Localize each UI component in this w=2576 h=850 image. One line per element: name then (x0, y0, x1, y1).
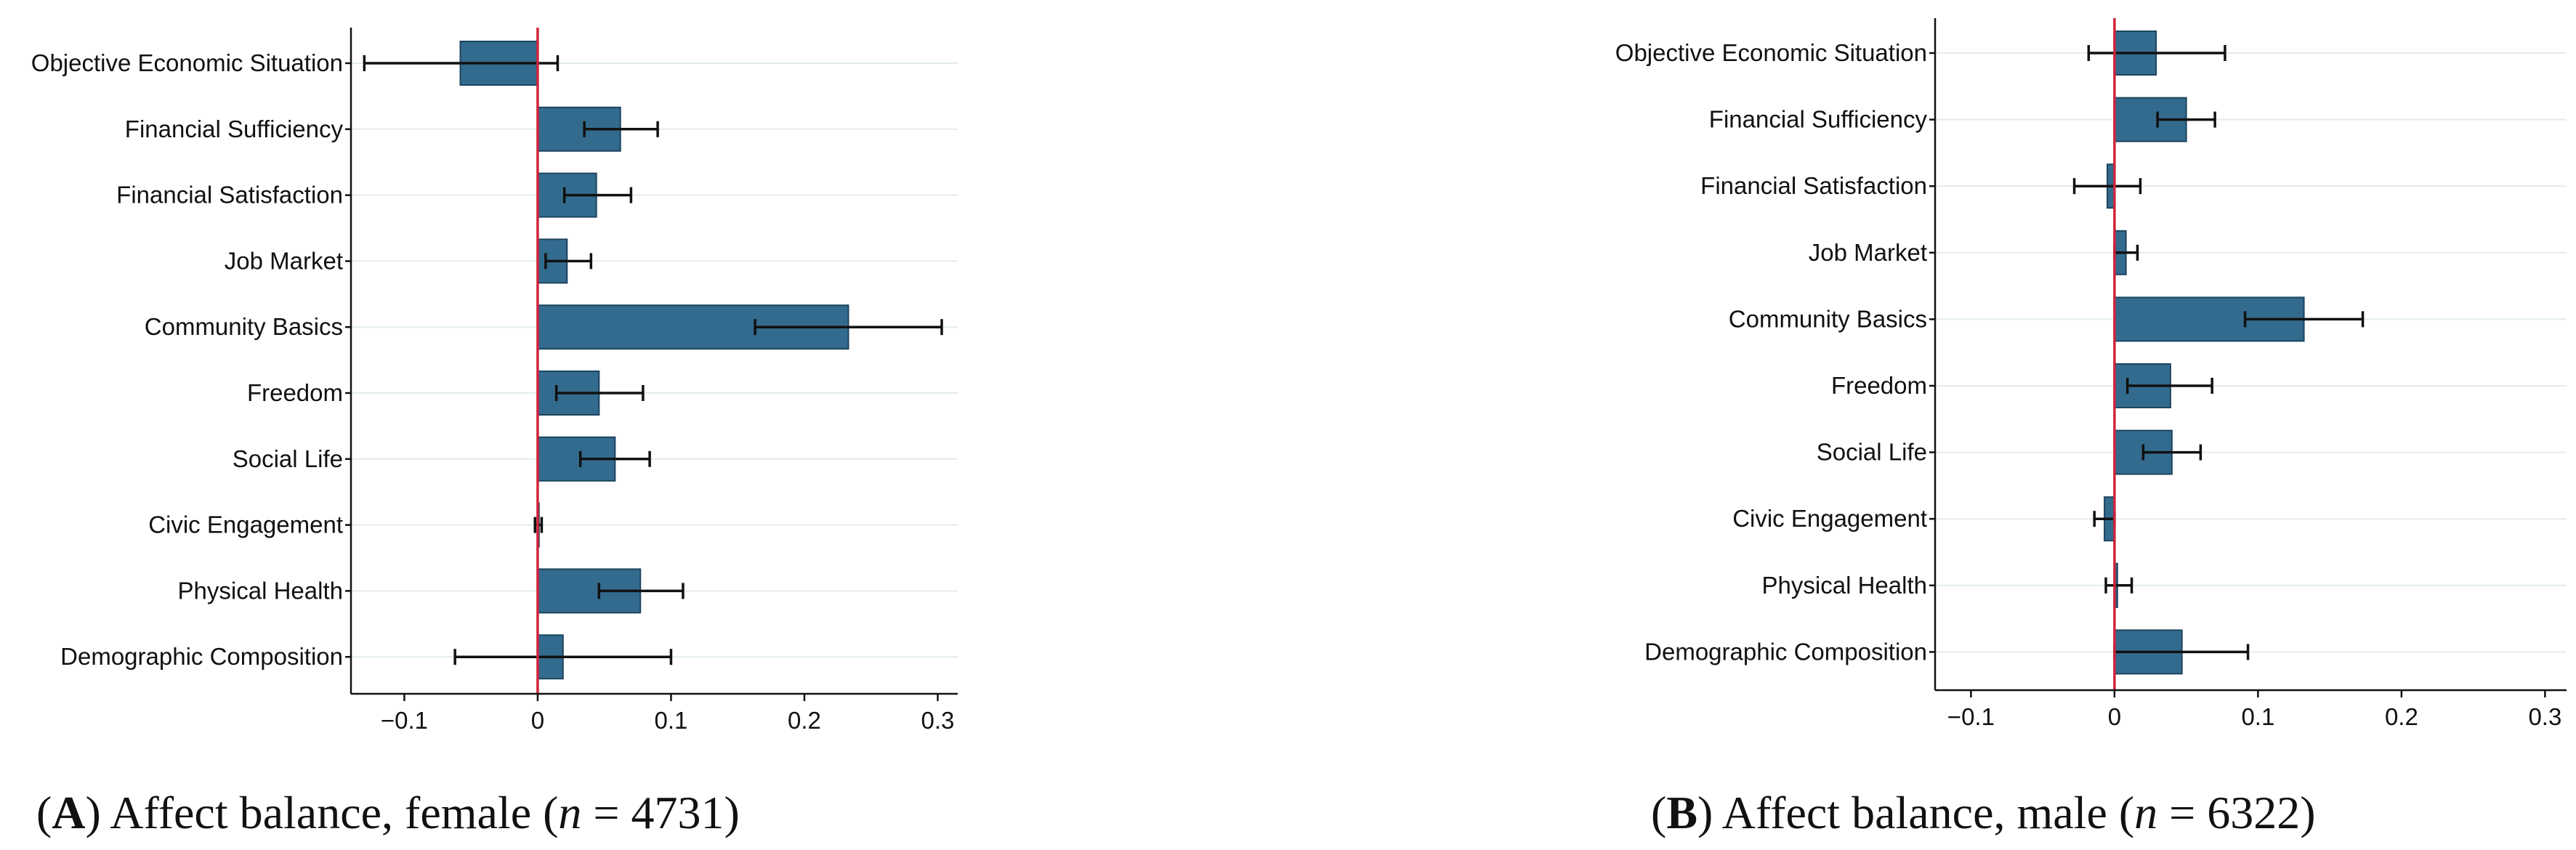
category-label: Financial Satisfaction (1700, 172, 1927, 199)
category-label: Social Life (233, 445, 343, 472)
category-label: Demographic Composition (60, 643, 343, 670)
x-tick-label: 0.1 (655, 707, 688, 734)
caption-b: (B) Affect balance, male (n = 6322) (1651, 787, 2316, 838)
category-label: Freedom (247, 379, 343, 406)
x-tick-label: 0.2 (788, 707, 821, 734)
category-label: Objective Economic Situation (31, 49, 343, 76)
x-tick-label: 0.3 (921, 707, 955, 734)
category-label: Demographic Composition (1644, 638, 1927, 665)
x-tick-label: 0.1 (2241, 703, 2274, 730)
category-label: Community Basics (1729, 305, 1927, 332)
category-label: Community Basics (145, 313, 343, 340)
category-label: Physical Health (1762, 572, 1927, 599)
chart-a: Objective Economic Situation Financial Su… (31, 28, 958, 734)
category-label: Financial Sufficiency (1709, 106, 1928, 133)
x-tick-label: −0.1 (1947, 703, 1995, 730)
category-label: Financial Satisfaction (116, 182, 343, 209)
caption-a: (A) Affect balance, female (n = 4731) (36, 787, 740, 838)
category-label: Physical Health (178, 577, 343, 604)
x-tick-label: 0.2 (2385, 703, 2418, 730)
category-label: Job Market (1809, 239, 1927, 266)
category-label: Freedom (1831, 372, 1927, 399)
category-label: Civic Engagement (1732, 505, 1927, 532)
category-label: Social Life (1817, 439, 1927, 466)
x-tick-label: 0.3 (2528, 703, 2561, 730)
category-label: Civic Engagement (148, 511, 343, 538)
x-tick-label: 0 (531, 707, 544, 734)
category-label: Objective Economic Situation (1615, 39, 1927, 66)
category-label: Job Market (225, 247, 343, 274)
x-tick-label: −0.1 (381, 707, 428, 734)
category-label: Financial Sufficiency (125, 116, 344, 142)
x-tick-label: 0 (2108, 703, 2121, 730)
chart-b: Objective Economic Situation Financial Su… (1615, 18, 2567, 730)
